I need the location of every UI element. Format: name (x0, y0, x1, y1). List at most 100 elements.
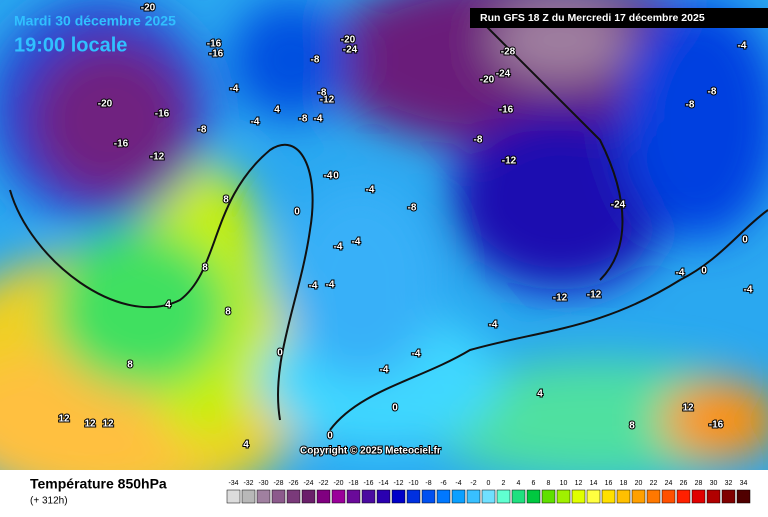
contour-label: -28 (501, 47, 516, 58)
contour-label: -12 (150, 152, 165, 163)
contour-label: 0 (742, 235, 748, 246)
contour-label: -4 (352, 237, 361, 248)
contour-label: 12 (102, 419, 114, 430)
legend-value: -12 (393, 480, 403, 487)
contour-label: 0 (277, 348, 283, 359)
legend-value: -14 (378, 480, 388, 487)
legend-value: 12 (575, 480, 583, 487)
legend-value: 14 (590, 480, 598, 487)
legend-value: 32 (725, 480, 733, 487)
legend-swatch (541, 489, 556, 504)
contour-label: -8 (318, 88, 327, 99)
legend-swatch (721, 489, 736, 504)
contour-label: -16 (499, 105, 514, 116)
legend-swatch (286, 489, 301, 504)
contour-label: -4 (676, 268, 685, 279)
legend-value: 22 (650, 480, 658, 487)
contour-label: 12 (58, 414, 70, 425)
legend-value: 18 (620, 480, 628, 487)
legend-value: 4 (517, 480, 521, 487)
legend-value: 34 (740, 480, 748, 487)
contour-label: 8 (223, 195, 229, 206)
contour-label: 0 (701, 266, 707, 277)
contour-label: -4 (489, 320, 498, 331)
legend-value: -6 (440, 480, 446, 487)
legend-swatch (361, 489, 376, 504)
contour-label: -16 (709, 420, 724, 431)
contour-label: -4 (334, 242, 343, 253)
contour-label: 12 (682, 403, 694, 414)
legend-value: -8 (425, 480, 431, 487)
contour-label: -12 (587, 290, 602, 301)
contour-label: -8 (311, 55, 320, 66)
contour-label: -8 (474, 135, 483, 146)
legend-swatch (526, 489, 541, 504)
time-label: 19:00 locale (14, 34, 127, 56)
contour-label: -8 (708, 87, 717, 98)
contour-label: -4 (326, 280, 335, 291)
contour-label: 8 (202, 263, 208, 274)
contour-label: -16 (114, 139, 129, 150)
legend-value: 6 (532, 480, 536, 487)
contour-label: 4 (274, 105, 280, 116)
legend-swatch (481, 489, 496, 504)
contour-label: 4 (165, 300, 171, 311)
legend-swatch (316, 489, 331, 504)
zero-isotherm (9, 19, 768, 431)
legend-swatch (706, 489, 721, 504)
legend-value: -32 (243, 480, 253, 487)
legend-swatch (331, 489, 346, 504)
contour-label: 8 (225, 307, 231, 318)
legend-value: -10 (408, 480, 418, 487)
legend-value: 28 (695, 480, 703, 487)
contour-label: -20 (98, 99, 113, 110)
legend-swatch (646, 489, 661, 504)
contour-label: -16 (209, 49, 224, 60)
legend-value: -26 (288, 480, 298, 487)
legend-swatch (271, 489, 286, 504)
legend-value: -24 (303, 480, 313, 487)
contour-label: -8 (408, 203, 417, 214)
contour-label: 12 (84, 419, 96, 430)
legend-swatch (376, 489, 391, 504)
legend-subtitle: (+ 312h) (30, 496, 68, 507)
contour-label: -4 (366, 185, 375, 196)
legend-title: Température 850hPa (30, 476, 167, 492)
contour-label: 8 (127, 360, 133, 371)
legend-value: -30 (258, 480, 268, 487)
legend-swatch (241, 489, 256, 504)
legend-value: 0 (487, 480, 491, 487)
legend-swatch (601, 489, 616, 504)
legend-swatch (451, 489, 466, 504)
run-label: Run GFS 18 Z du Mercredi 17 décembre 202… (480, 12, 705, 24)
legend-value: 10 (560, 480, 568, 487)
legend-swatch (511, 489, 526, 504)
legend-swatch (226, 489, 241, 504)
legend-swatch (691, 489, 706, 504)
contour-label: -8 (299, 114, 308, 125)
legend-swatch (391, 489, 406, 504)
contour-label: 8 (629, 421, 635, 432)
contour-label: 0 (294, 207, 300, 218)
contour-label: -4 (738, 41, 747, 52)
legend-swatch (421, 489, 436, 504)
contour-label: 4 (537, 389, 543, 400)
legend-value: 20 (635, 480, 643, 487)
legend-value: -28 (273, 480, 283, 487)
contour-label: -24 (611, 200, 626, 211)
legend-value: 24 (665, 480, 673, 487)
legend-value: 26 (680, 480, 688, 487)
contour-label: -16 (155, 109, 170, 120)
legend-swatch (736, 489, 751, 504)
legend-value: -20 (333, 480, 343, 487)
contour-label: -8 (686, 100, 695, 111)
contour-label: -8 (198, 125, 207, 136)
legend-value: 16 (605, 480, 613, 487)
legend-swatch (256, 489, 271, 504)
contour-label: -20 (480, 75, 495, 86)
copyright: Copyright © 2025 Meteociel.fr (300, 446, 441, 457)
contour-label: -4 (314, 114, 323, 125)
legend-swatch (556, 489, 571, 504)
legend-swatch (661, 489, 676, 504)
legend-value: 2 (502, 480, 506, 487)
